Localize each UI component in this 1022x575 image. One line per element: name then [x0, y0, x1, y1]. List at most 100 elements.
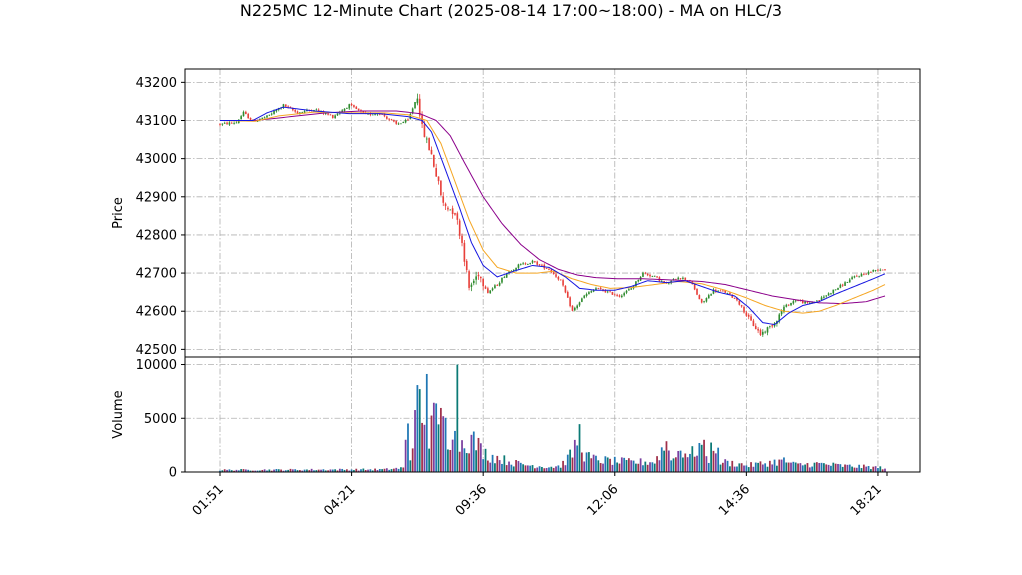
candle-body	[489, 290, 492, 294]
candle-body	[545, 268, 548, 269]
candle-body	[825, 295, 828, 297]
candle-body	[574, 307, 576, 311]
volume-bar	[832, 462, 835, 472]
volume-bar	[790, 462, 792, 472]
volume-bar	[707, 462, 710, 472]
volume-bar	[846, 464, 849, 472]
candle-body	[414, 101, 416, 109]
volume-bar	[759, 461, 762, 472]
candle-body	[381, 114, 383, 115]
volume-bar	[404, 439, 407, 472]
volume-bar	[470, 434, 473, 472]
volume-bar	[496, 455, 499, 472]
candle-body	[698, 295, 701, 300]
candle-body	[808, 302, 811, 304]
volume-bar	[261, 469, 264, 472]
volume-bar	[378, 468, 381, 472]
volume-bar	[764, 463, 767, 472]
volume-bar	[235, 469, 238, 472]
candle-body	[480, 276, 482, 279]
candle-body	[635, 281, 637, 287]
candle-body	[550, 269, 553, 273]
candle-body	[677, 277, 680, 280]
volume-bar	[776, 465, 778, 472]
volume-bar	[423, 424, 426, 472]
candle-body	[832, 289, 835, 294]
volume-bar	[301, 470, 304, 472]
candle-body	[599, 287, 602, 290]
volume-bar	[369, 469, 372, 472]
volume-bar	[550, 466, 553, 472]
volume-bar	[604, 456, 607, 472]
volume-bar	[317, 469, 320, 472]
candle-body	[630, 288, 633, 290]
volume-axis-label: Volume	[111, 390, 126, 438]
volume-bar	[270, 470, 273, 472]
candle-body	[771, 325, 774, 327]
candle-body	[458, 220, 461, 236]
volume-bar	[461, 440, 463, 472]
volume-bar	[442, 416, 445, 472]
volume-bar	[837, 463, 839, 472]
volume-bar	[407, 423, 409, 472]
candle-body	[292, 108, 294, 111]
candle-body	[858, 276, 860, 278]
volume-bar	[703, 439, 705, 472]
candle-body	[327, 113, 329, 115]
volume-bar	[491, 454, 494, 472]
axes	[181, 68, 921, 476]
candle-body	[423, 124, 426, 138]
volume-bar	[571, 457, 574, 472]
candle-body	[675, 278, 677, 280]
candle-body	[266, 115, 268, 118]
volume-bar	[768, 460, 771, 472]
candle-body	[780, 311, 783, 315]
volume-bar	[874, 466, 877, 472]
volume-bar	[371, 470, 374, 472]
volume-bar	[331, 469, 334, 472]
volume-bar	[611, 464, 614, 472]
candle-body	[357, 108, 360, 111]
price-grid	[185, 69, 920, 357]
volume-bar	[355, 468, 358, 472]
candle-body	[705, 298, 708, 302]
volume-bar	[590, 458, 593, 472]
candle-body	[475, 276, 477, 280]
volume-bar	[252, 470, 254, 472]
volume-bar	[458, 451, 461, 472]
volume-bar	[580, 452, 583, 472]
candle-body	[879, 269, 882, 271]
volume-bar	[306, 469, 308, 472]
candle-body	[733, 298, 736, 299]
candle-body	[282, 104, 285, 108]
candle-body	[846, 282, 849, 284]
candle-body	[790, 302, 792, 306]
candle-body	[559, 279, 562, 281]
candle-body	[329, 114, 332, 116]
volume-bar	[541, 466, 543, 472]
volume-bar	[635, 463, 637, 472]
candle-body	[754, 325, 757, 330]
candle-body	[287, 106, 289, 108]
candle-body	[778, 314, 781, 322]
volume-bar	[277, 469, 280, 472]
candle-body	[853, 276, 856, 278]
candle-body	[714, 289, 717, 292]
candle-body	[456, 213, 459, 220]
volume-bar	[409, 460, 412, 472]
candle-body	[743, 306, 745, 313]
volume-bar	[376, 469, 379, 472]
candle-body	[428, 138, 430, 151]
volume-bar	[259, 470, 261, 472]
volume-bar	[350, 469, 353, 472]
volume-bar	[519, 462, 522, 472]
volume-bar	[573, 439, 576, 472]
candle-body	[416, 98, 419, 104]
candle-body	[761, 331, 764, 335]
volume-bar	[416, 385, 419, 472]
volume-bar	[700, 444, 703, 472]
candle-body	[223, 122, 226, 124]
price-ytick-label: 43200	[136, 76, 177, 91]
candle-body	[430, 149, 433, 155]
candle-body	[331, 114, 334, 118]
